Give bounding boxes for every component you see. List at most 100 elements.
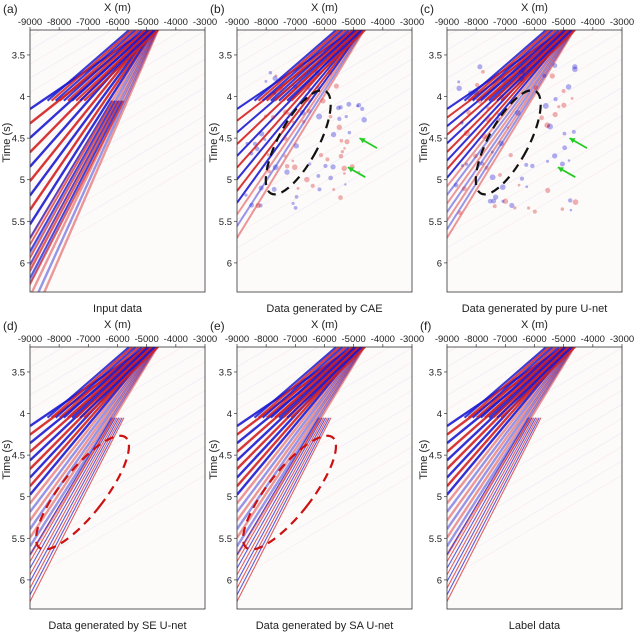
noise-blob <box>255 202 261 209</box>
noise-blob <box>339 138 344 143</box>
wavefront-event <box>237 347 363 513</box>
background-event <box>447 115 622 220</box>
lower-dipping-event <box>30 100 123 279</box>
noise-blob <box>267 169 271 174</box>
x-tick-label: -8000 <box>254 334 278 345</box>
noise-blob <box>356 104 360 108</box>
lower-dipping-event <box>30 100 122 272</box>
x-tick-label: -5000 <box>135 17 159 28</box>
direct-wave-event <box>270 30 350 102</box>
direct-wave-event <box>75 30 153 102</box>
lower-dipping-event <box>237 417 321 562</box>
noise-blob <box>344 139 350 145</box>
x-tick-label: -5000 <box>552 334 576 345</box>
noise-blob <box>283 136 288 141</box>
background-event <box>30 432 205 537</box>
noise-blob <box>530 163 535 169</box>
background-event <box>237 389 412 495</box>
background-event <box>447 432 622 537</box>
seismic-wavefield <box>447 30 622 263</box>
x-axis-label: X (m) <box>104 319 131 331</box>
noise-blob <box>557 105 561 109</box>
y-tick-label: 4 <box>437 92 442 103</box>
noise-blob <box>477 64 483 70</box>
noise-blob <box>336 124 343 131</box>
background-event <box>30 143 205 249</box>
direct-wave-event <box>71 347 150 419</box>
noise-blob <box>524 162 529 167</box>
noise-blob <box>268 130 271 133</box>
direct-wave-event <box>266 347 347 419</box>
background-event <box>447 361 622 467</box>
noise-blob <box>344 183 347 186</box>
y-tick-label: 5.5 <box>219 217 232 228</box>
noise-blob <box>318 153 324 158</box>
direct-wave-event <box>471 347 554 419</box>
direct-wave-event <box>83 347 159 419</box>
noise-blob <box>293 205 298 210</box>
noise-blob <box>572 66 578 73</box>
background-event <box>447 347 482 368</box>
lower-dipping-event <box>237 417 323 569</box>
noise-blob <box>559 161 565 167</box>
background-event <box>447 101 622 206</box>
background-event <box>447 474 622 580</box>
seismic-wavefield <box>30 347 205 602</box>
noise-blob <box>509 202 515 209</box>
x-axis-label: X (m) <box>521 2 548 14</box>
arrow-head-icon <box>347 167 354 173</box>
direct-wave-event <box>54 30 137 102</box>
x-tick-label: -6000 <box>105 334 129 345</box>
wavefront-event <box>30 347 156 513</box>
background-event <box>237 143 412 249</box>
wavefront-event <box>447 30 575 222</box>
y-tick-label: 4 <box>227 409 232 420</box>
background-event <box>237 460 412 566</box>
noise-blob <box>542 73 547 78</box>
direct-wave-event <box>282 30 360 102</box>
noise-blob <box>457 80 461 84</box>
noise-blob <box>249 202 255 208</box>
noise-blob <box>497 112 501 117</box>
background-event <box>30 389 205 495</box>
wavefront-event <box>237 30 364 204</box>
noise-blob <box>466 110 471 115</box>
x-axis-label: X (m) <box>311 319 338 331</box>
background-event <box>447 347 505 382</box>
noise-blob <box>317 187 322 192</box>
noise-blob <box>291 201 295 206</box>
direct-wave-event <box>50 30 134 102</box>
noise-blob <box>270 115 276 120</box>
noise-blob <box>549 73 555 79</box>
background-event <box>237 58 412 164</box>
direct-wave-event <box>75 347 153 419</box>
noise-blob <box>328 69 332 73</box>
wavefront-event <box>30 30 154 197</box>
wavefront-event <box>447 347 573 513</box>
direct-wave-event <box>488 30 567 102</box>
lower-dipping-event <box>237 417 330 596</box>
noise-blob <box>294 194 299 199</box>
y-tick-label: 5 <box>437 492 442 503</box>
noise-blob <box>263 138 267 141</box>
y-tick-label: 4 <box>20 92 25 103</box>
background-event <box>237 115 412 220</box>
noise-blob <box>356 102 362 108</box>
noise-blob <box>489 174 496 181</box>
noise-blob <box>533 85 539 91</box>
x-tick-label: -6000 <box>312 334 336 345</box>
noise-blob <box>502 198 509 204</box>
noise-blob <box>328 114 333 119</box>
x-tick-label: -5000 <box>135 334 159 345</box>
wavefront-event <box>30 30 159 292</box>
noise-blob <box>481 70 485 74</box>
wavefront-event <box>447 347 576 547</box>
direct-wave-event <box>463 30 547 102</box>
x-tick-label: -6000 <box>312 17 336 28</box>
y-tick-label: 4.5 <box>219 451 232 462</box>
x-tick-label: -7000 <box>493 334 517 345</box>
noise-blob <box>474 82 480 88</box>
x-tick-label: -6000 <box>522 334 546 345</box>
noise-blob <box>553 96 558 102</box>
direct-wave-event <box>492 30 570 102</box>
